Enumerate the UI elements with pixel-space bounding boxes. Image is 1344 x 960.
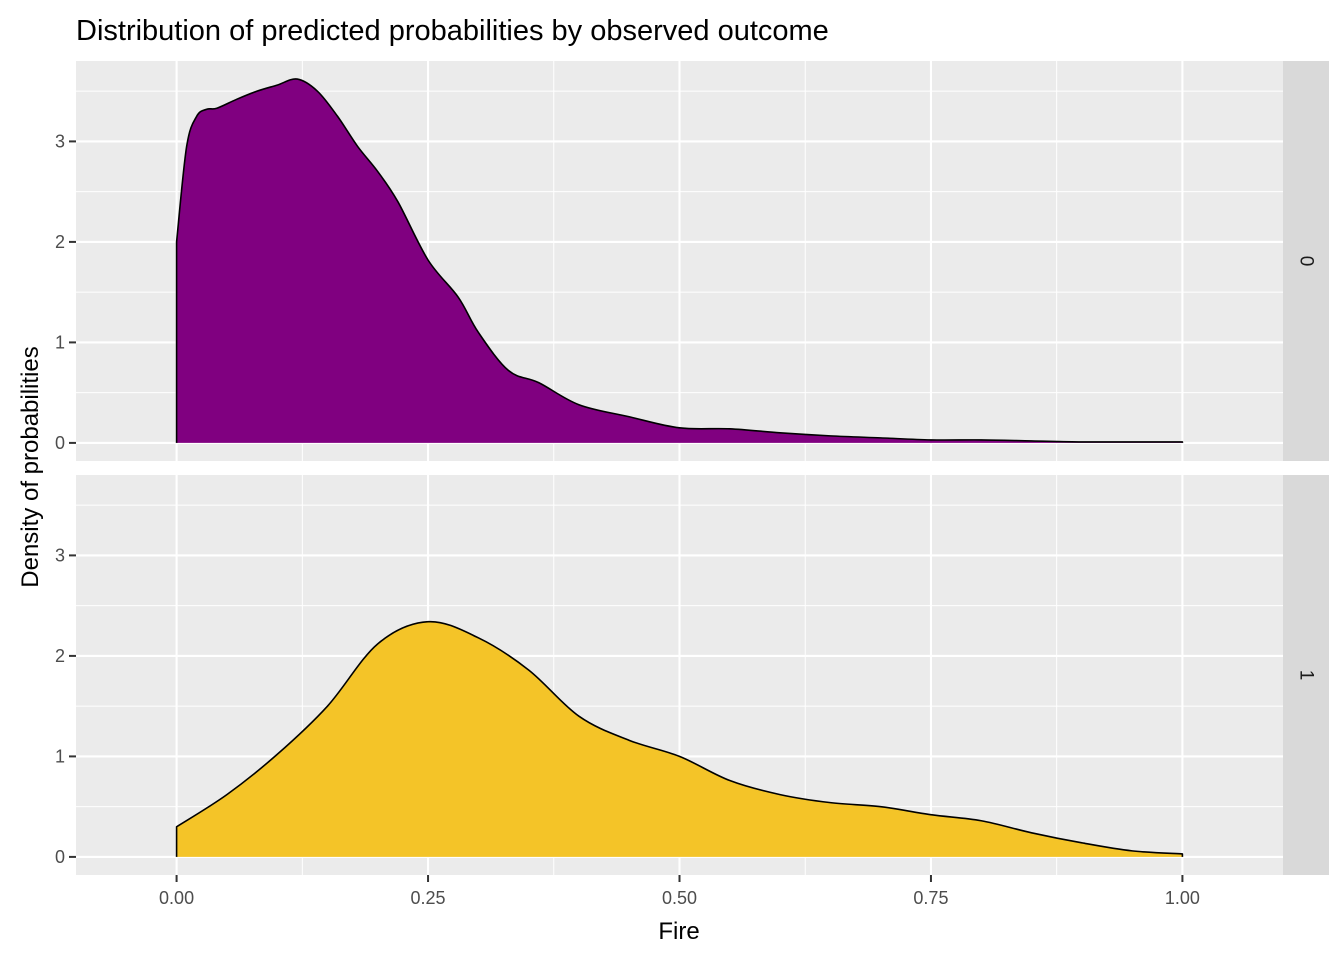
y-tick-label: 1: [55, 332, 65, 352]
facet-strip-label: 1: [1296, 670, 1317, 681]
facet-strip: [1283, 475, 1329, 875]
chart-title: Distribution of predicted probabilities …: [76, 15, 829, 47]
density-area-0: [176, 78, 1183, 443]
panel-0: 0 1 2 3 0: [55, 61, 1329, 461]
y-tick-label: 2: [55, 646, 65, 666]
x-tick-label: 0.50: [662, 888, 697, 908]
y-tick-label: 0: [55, 847, 65, 867]
x-axis-title: Fire: [658, 918, 699, 945]
y-tick-label: 2: [55, 232, 65, 252]
density-area-1: [176, 621, 1183, 857]
density-outline-0: [175, 78, 1184, 443]
x-tick-label: 1.00: [1165, 888, 1200, 908]
y-tick-label: 1: [55, 746, 65, 766]
y-tick-label: 3: [55, 545, 65, 565]
density-outline-1: [175, 620, 1184, 857]
panel-1: 0 1 2 3 1: [55, 475, 1329, 875]
facet-strip: [1283, 61, 1329, 461]
facet-panels: 0 1 2 3 0 0 1 2 3 1: [55, 61, 1329, 875]
x-axis: 0.00 0.25 0.50 0.75 1.00: [159, 875, 1200, 908]
x-tick-label: 0.75: [913, 888, 948, 908]
x-tick-label: 0.00: [159, 888, 194, 908]
y-tick-label: 0: [55, 433, 65, 453]
x-tick-label: 0.25: [411, 888, 446, 908]
y-axis-title: Density of probabilities: [17, 346, 44, 587]
facet-strip-label: 0: [1296, 256, 1317, 267]
y-tick-label: 3: [55, 131, 65, 151]
